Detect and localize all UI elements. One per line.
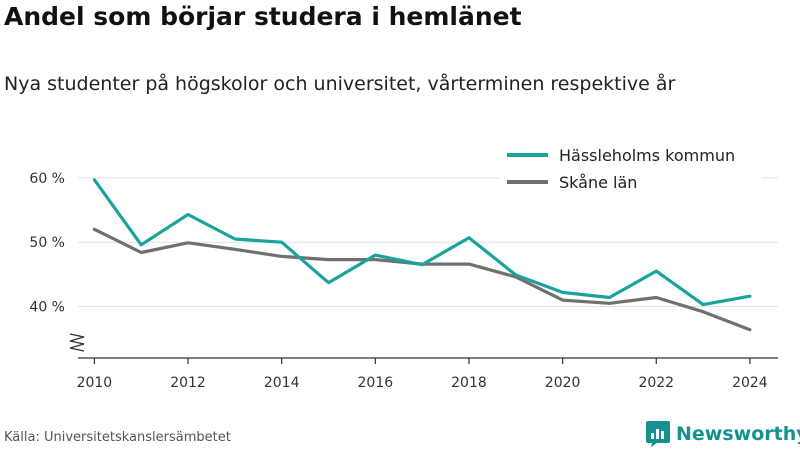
- newsworthy-logo: Newsworthy: [645, 420, 800, 448]
- legend-label-hassleholm: Hässleholms kommun: [559, 146, 735, 165]
- x-tick-label: 2018: [451, 375, 487, 391]
- y-tick-label: 60 %: [29, 171, 65, 187]
- series-line-skane: [92, 227, 752, 332]
- x-tick-label: 2022: [638, 375, 674, 391]
- x-tick-label: 2020: [545, 375, 581, 391]
- source-note: Källa: Universitetskanslersämbetet: [4, 430, 231, 445]
- series-line-hassleholm: [92, 178, 752, 307]
- chart-title: Andel som börjar studera i hemlänet: [4, 2, 522, 31]
- y-tick-label: 50 %: [29, 235, 65, 251]
- legend: Hässleholms kommun Skåne län: [500, 140, 762, 198]
- x-axis: 2010 2012 2014 2016 2018 2020 2022 2024: [77, 357, 778, 391]
- newsworthy-logo-icon: [646, 421, 670, 447]
- chart-subtitle: Nya studenter på högskolor och universit…: [4, 73, 676, 95]
- y-tick-label: 40 %: [29, 300, 65, 316]
- x-tick-label: 2010: [77, 375, 113, 391]
- legend-label-skane: Skåne län: [559, 173, 637, 192]
- x-tick-label: 2012: [170, 375, 206, 391]
- x-tick-label: 2024: [732, 375, 768, 391]
- axis-break-icon: [69, 333, 85, 352]
- newsworthy-logo-text: Newsworthy: [676, 423, 800, 445]
- series-lines: [92, 178, 752, 332]
- legend-background: [500, 140, 762, 198]
- y-axis: 40 % 50 % 60 %: [29, 171, 85, 352]
- line-chart: 2010 2012 2014 2016 2018 2020 2022 2024 40 % 50 …: [29, 140, 778, 391]
- x-tick-label: 2014: [264, 375, 300, 391]
- x-tick-label: 2016: [358, 375, 394, 391]
